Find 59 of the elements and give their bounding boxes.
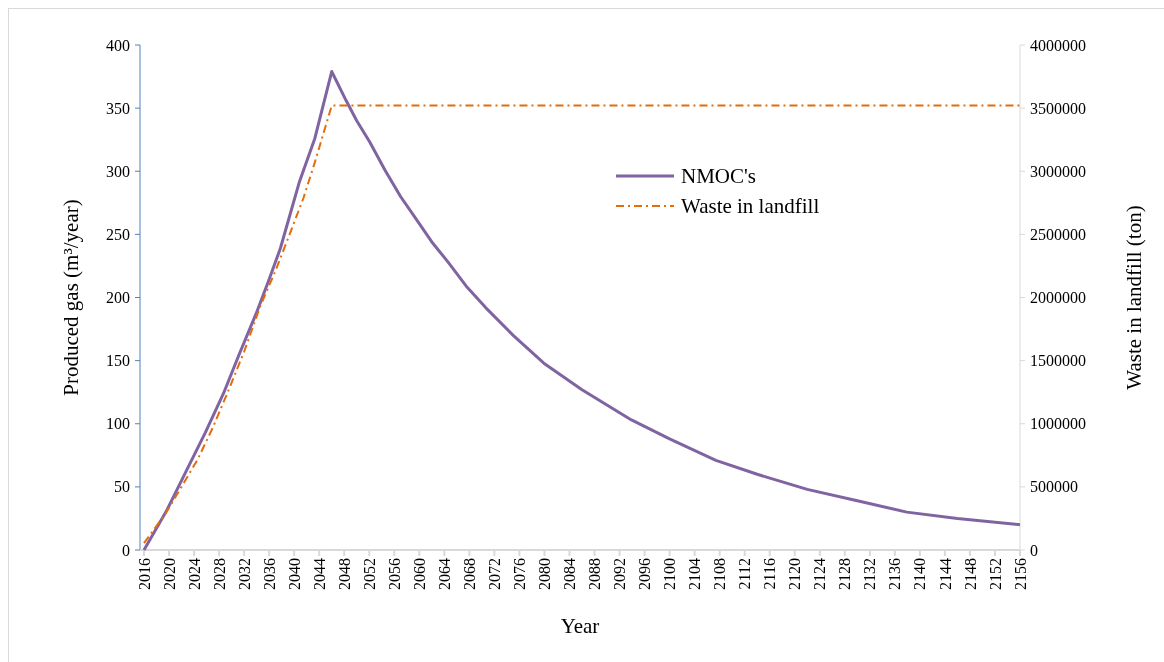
x-tick-label: 2112 bbox=[736, 558, 754, 590]
y2-tick-label: 1500000 bbox=[1030, 352, 1086, 370]
x-tick-label: 2124 bbox=[811, 558, 829, 590]
x-tick-label: 2108 bbox=[711, 558, 729, 590]
x-tick-label: 2140 bbox=[911, 558, 929, 590]
x-tick-label: 2024 bbox=[185, 558, 203, 590]
y2-tick-label: 1000000 bbox=[1030, 415, 1086, 433]
y-tick-label: 400 bbox=[106, 36, 130, 54]
y-tick-label: 350 bbox=[106, 99, 130, 117]
x-tick-label: 2088 bbox=[586, 558, 604, 590]
y2-tick-label: 3000000 bbox=[1030, 162, 1086, 180]
x-tick-label: 2128 bbox=[836, 558, 854, 590]
y2-tick-label: 2000000 bbox=[1030, 289, 1086, 307]
x-tick-label: 2080 bbox=[536, 558, 554, 590]
y-tick-label: 300 bbox=[106, 162, 130, 180]
x-tick-label: 2028 bbox=[210, 558, 228, 590]
y2-tick-label: 0 bbox=[1030, 541, 1038, 559]
x-tick-label: 2044 bbox=[310, 558, 328, 590]
y2-tick-label: 3500000 bbox=[1030, 99, 1086, 117]
x-axis-title: Year bbox=[560, 614, 600, 638]
y-tick-label: 100 bbox=[106, 415, 130, 433]
x-tick-label: 2152 bbox=[986, 558, 1004, 590]
x-tick-label: 2032 bbox=[235, 558, 253, 590]
x-tick-label: 2016 bbox=[135, 558, 153, 590]
x-tick-label: 2084 bbox=[561, 558, 579, 590]
y-tick-label: 50 bbox=[114, 478, 130, 496]
x-tick-label: 2104 bbox=[686, 558, 704, 590]
x-tick-label: 2156 bbox=[1011, 558, 1029, 590]
x-tick-label: 2064 bbox=[435, 558, 453, 590]
y2-tick-label: 500000 bbox=[1030, 478, 1078, 496]
y2-tick-label: 4000000 bbox=[1030, 36, 1086, 54]
x-tick-label: 2132 bbox=[861, 558, 879, 590]
x-tick-label: 2060 bbox=[410, 558, 428, 590]
legend-label: Waste in landfill bbox=[681, 194, 820, 219]
x-tick-label: 2100 bbox=[661, 558, 679, 590]
x-tick-label: 2076 bbox=[511, 558, 529, 590]
y-tick-label: 200 bbox=[106, 289, 130, 307]
x-tick-label: 2040 bbox=[285, 558, 303, 590]
x-tick-label: 2116 bbox=[761, 558, 779, 590]
legend-label: NMOC's bbox=[681, 164, 756, 189]
x-tick-label: 2068 bbox=[460, 558, 478, 590]
x-tick-label: 2048 bbox=[335, 558, 353, 590]
x-tick-label: 2036 bbox=[260, 558, 278, 590]
x-tick-label: 2020 bbox=[160, 558, 178, 590]
x-tick-label: 2148 bbox=[961, 558, 979, 590]
x-tick-label: 2144 bbox=[936, 558, 954, 590]
y2-axis-title: Waste in landfill (ton) bbox=[1122, 205, 1146, 390]
y-tick-label: 150 bbox=[106, 352, 130, 370]
x-tick-label: 2052 bbox=[360, 558, 378, 590]
x-tick-label: 2096 bbox=[636, 558, 654, 590]
y-tick-label: 0 bbox=[122, 541, 130, 559]
x-tick-label: 2120 bbox=[786, 558, 804, 590]
x-tick-label: 2056 bbox=[385, 558, 403, 590]
x-tick-label: 2072 bbox=[486, 558, 503, 590]
y-axis-title: Produced gas (m³/year) bbox=[59, 199, 83, 396]
y2-tick-label: 2500000 bbox=[1030, 225, 1086, 243]
x-tick-label: 2092 bbox=[611, 558, 629, 590]
y-tick-label: 250 bbox=[106, 225, 130, 243]
x-tick-label: 2136 bbox=[886, 558, 904, 590]
